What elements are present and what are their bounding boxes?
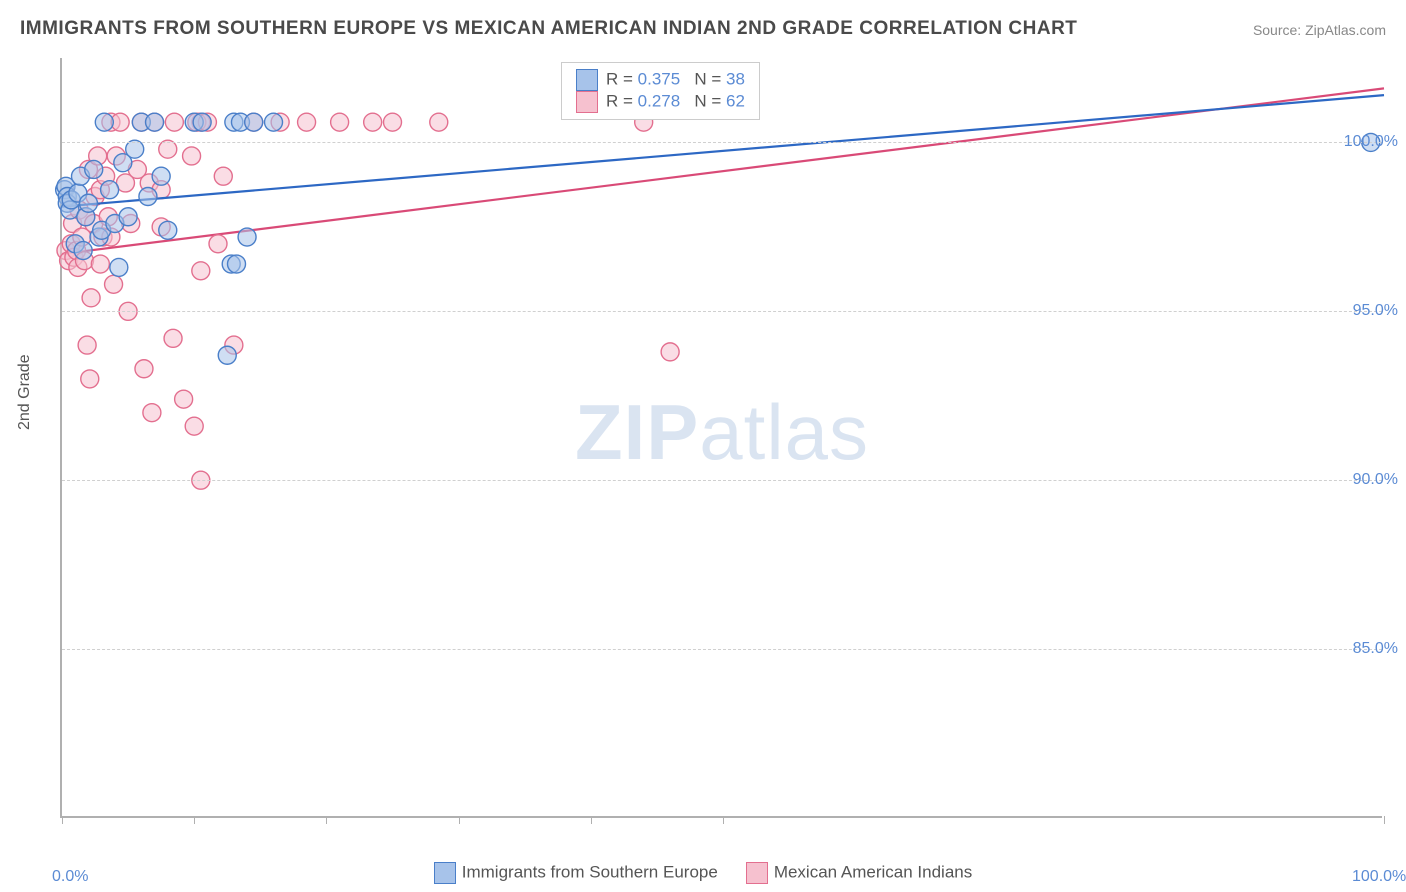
data-point-pink [185, 417, 203, 435]
data-point-pink [81, 370, 99, 388]
legend-label: Immigrants from Southern Europe [462, 862, 718, 881]
data-point-pink [175, 390, 193, 408]
bottom-legend: Immigrants from Southern Europe Mexican A… [0, 862, 1406, 884]
gridline-h [62, 142, 1382, 143]
data-point-blue [101, 181, 119, 199]
data-point-blue [95, 113, 113, 131]
data-point-blue [159, 221, 177, 239]
chart-title: IMMIGRANTS FROM SOUTHERN EUROPE VS MEXIC… [20, 18, 1077, 40]
data-point-pink [209, 235, 227, 253]
legend-swatch-blue [434, 862, 456, 884]
data-point-pink [91, 255, 109, 273]
r-label: R = [606, 91, 638, 110]
x-tick [723, 816, 724, 824]
x-tick-label: 0.0% [52, 868, 88, 886]
x-tick [459, 816, 460, 824]
data-point-blue [265, 113, 283, 131]
data-point-blue [193, 113, 211, 131]
data-point-pink [298, 113, 316, 131]
r-value: 0.375 [638, 69, 681, 88]
data-point-pink [164, 329, 182, 347]
gridline-h [62, 480, 1382, 481]
n-label: N = [694, 69, 726, 88]
data-point-blue [146, 113, 164, 131]
data-point-blue [228, 255, 246, 273]
data-point-pink [214, 167, 232, 185]
r-value: 0.278 [638, 91, 681, 110]
data-point-pink [82, 289, 100, 307]
n-value: 38 [726, 69, 745, 88]
x-tick [194, 816, 195, 824]
data-point-blue [238, 228, 256, 246]
n-label: N = [694, 91, 726, 110]
plot-area: ZIPatlas [60, 58, 1382, 818]
data-point-pink [105, 275, 123, 293]
scatter-svg [62, 58, 1384, 818]
data-point-pink [364, 113, 382, 131]
x-tick [1384, 816, 1385, 824]
data-point-blue [85, 160, 103, 178]
data-point-pink [143, 404, 161, 422]
n-value: 62 [726, 91, 745, 110]
r-label: R = [606, 69, 638, 88]
data-point-blue [110, 258, 128, 276]
data-point-blue [119, 208, 137, 226]
data-point-pink [78, 336, 96, 354]
data-point-pink [183, 147, 201, 165]
x-tick-label: 100.0% [1352, 868, 1406, 886]
legend-swatch-pink [576, 91, 598, 113]
legend-item-pink: Mexican American Indians [746, 862, 972, 884]
legend-swatch-blue [576, 69, 598, 91]
data-point-pink [192, 262, 210, 280]
stats-row-pink: R = 0.278 N = 62 [576, 91, 745, 113]
y-tick-label: 90.0% [1353, 471, 1398, 489]
data-point-pink [661, 343, 679, 361]
data-point-blue [139, 187, 157, 205]
data-point-pink [384, 113, 402, 131]
y-tick-label: 100.0% [1344, 133, 1398, 151]
data-point-blue [152, 167, 170, 185]
data-point-pink [135, 360, 153, 378]
x-tick [62, 816, 63, 824]
x-tick [591, 816, 592, 824]
data-point-blue [218, 346, 236, 364]
y-tick-label: 85.0% [1353, 640, 1398, 658]
y-tick-label: 95.0% [1353, 302, 1398, 320]
legend-item-blue: Immigrants from Southern Europe [434, 862, 718, 884]
x-tick [326, 816, 327, 824]
stats-legend: R = 0.375 N = 38R = 0.278 N = 62 [561, 62, 760, 120]
data-point-blue [74, 242, 92, 260]
source-label: Source: [1253, 22, 1305, 38]
gridline-h [62, 649, 1382, 650]
gridline-h [62, 311, 1382, 312]
data-point-blue [245, 113, 263, 131]
stats-row-blue: R = 0.375 N = 38 [576, 69, 745, 91]
source-link[interactable]: ZipAtlas.com [1305, 22, 1386, 38]
y-axis-label: 2nd Grade [16, 354, 34, 430]
data-point-pink [165, 113, 183, 131]
legend-swatch-pink [746, 862, 768, 884]
data-point-pink [331, 113, 349, 131]
source-attribution: Source: ZipAtlas.com [1253, 22, 1386, 38]
data-point-pink [430, 113, 448, 131]
data-point-blue [79, 194, 97, 212]
legend-label: Mexican American Indians [774, 862, 972, 881]
